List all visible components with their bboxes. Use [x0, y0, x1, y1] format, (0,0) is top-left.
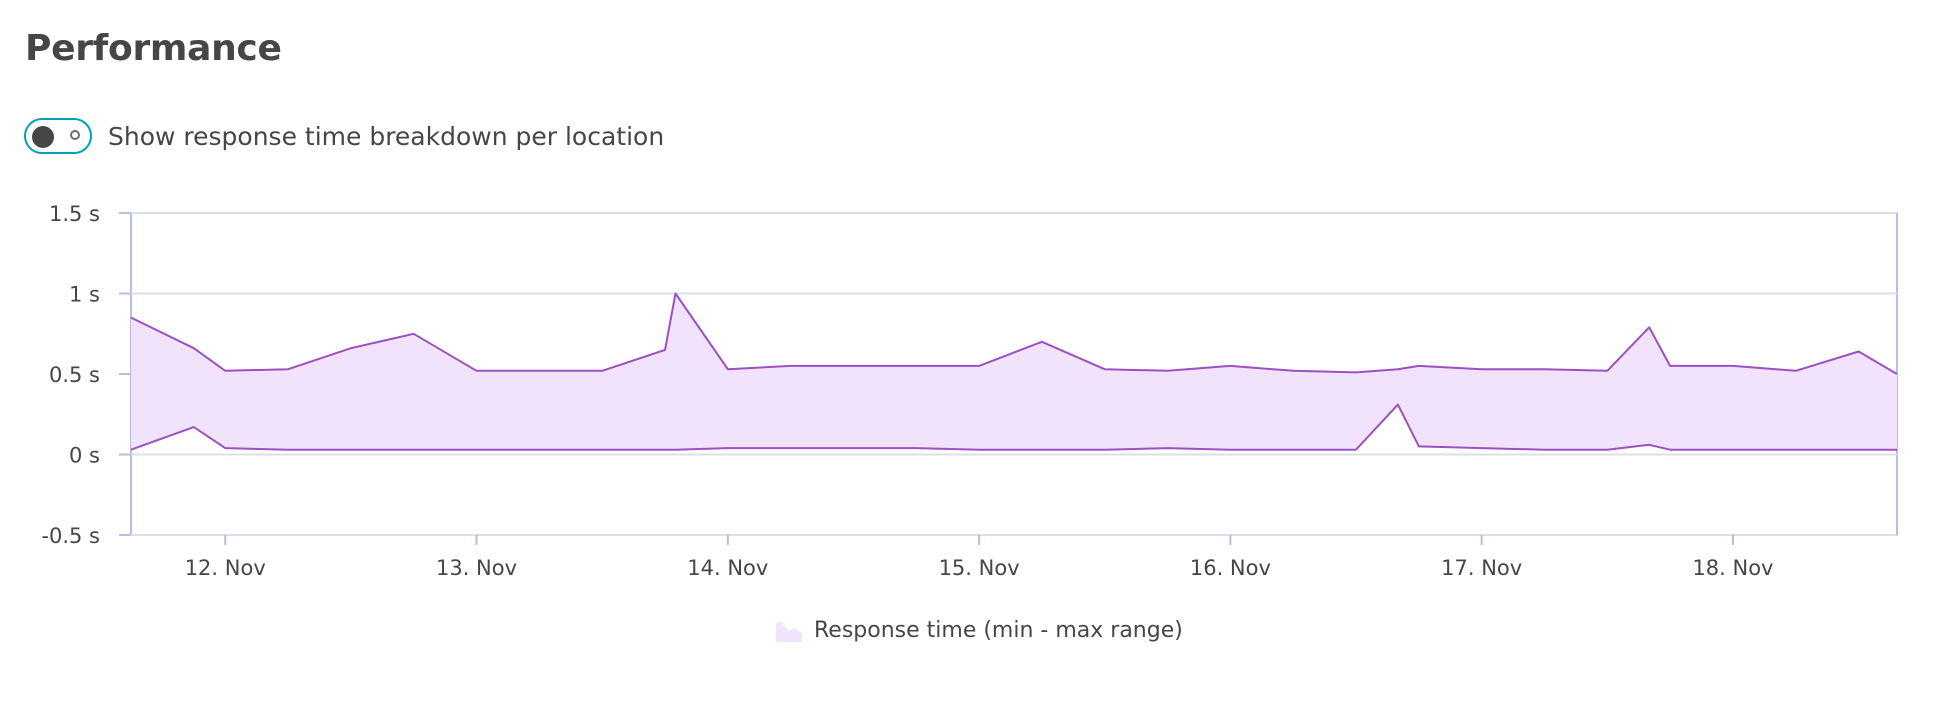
y-tick-label: 0.5 s	[49, 363, 100, 387]
chart-series	[130, 292, 1898, 451]
x-tick-label: 16. Nov	[1190, 556, 1271, 580]
min-response-line	[130, 403, 1897, 451]
toggle-knob	[32, 126, 54, 148]
response-time-chart: 1.5 s 1 s 0.5 s 0 s -0.5 s 12. Nov 13. Nov 14.…	[41, 202, 1898, 580]
x-tick-label: 18. Nov	[1692, 556, 1773, 580]
breakdown-toggle-label: Show response time breakdown per locatio…	[108, 121, 665, 151]
toggle-off-icon	[70, 130, 80, 140]
legend-label: Response time (min - max range)	[814, 618, 1183, 643]
range-area	[131, 293, 1897, 450]
chart-legend[interactable]: Response time (min - max range)	[776, 618, 1183, 643]
y-tick-label: 1.5 s	[49, 202, 100, 226]
page-title: Performance	[25, 28, 282, 69]
x-tick-label: 12. Nov	[185, 556, 266, 580]
x-tick-label: 14. Nov	[687, 556, 768, 580]
y-tick-label: 1 s	[69, 283, 100, 307]
y-tick-label: 0 s	[69, 444, 100, 468]
breakdown-toggle-row: Show response time breakdown per locatio…	[24, 118, 664, 154]
x-axis: 12. Nov 13. Nov 14. Nov 15. Nov 16. Nov 17. N…	[185, 535, 1773, 580]
y-tick-label: -0.5 s	[41, 524, 100, 548]
max-response-line	[130, 292, 1898, 375]
y-axis: 1.5 s 1 s 0.5 s 0 s -0.5 s	[41, 202, 131, 548]
x-tick-label: 17. Nov	[1441, 556, 1522, 580]
x-tick-label: 13. Nov	[436, 556, 517, 580]
x-tick-label: 15. Nov	[939, 556, 1020, 580]
area-series-icon	[776, 620, 802, 642]
breakdown-toggle-switch[interactable]	[24, 118, 92, 154]
